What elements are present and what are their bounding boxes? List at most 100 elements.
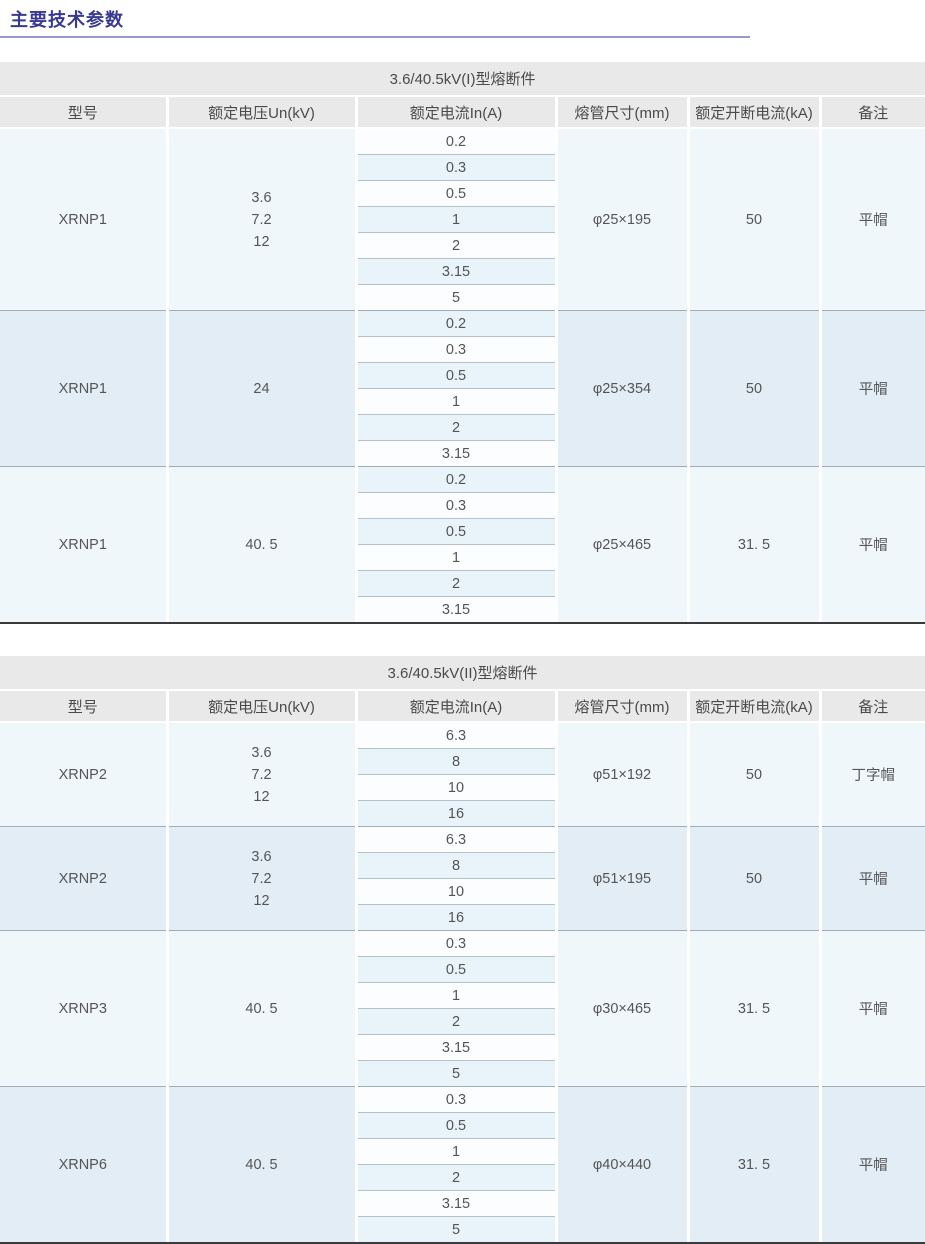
col-header-current: 额定电流In(A)	[354, 690, 556, 723]
table-row: 0.5	[0, 362, 925, 389]
voltage-cell: 40. 5	[165, 930, 356, 1087]
current-cell: 0.5	[354, 1112, 556, 1139]
table-row: 2	[0, 232, 925, 259]
table-row: 8	[0, 748, 925, 775]
current-cell: 5	[354, 1060, 556, 1087]
table-row: XRNP2 3.6 7.2 12 6.3 φ51×192 50 丁字帽	[0, 722, 925, 827]
voltage-cell: 3.6 7.2 12	[165, 826, 356, 931]
note-cell: 平帽	[818, 310, 925, 467]
breaking-cell: 31. 5	[686, 466, 820, 622]
breaking-cell: 50	[686, 310, 820, 467]
note-cell: 平帽	[818, 826, 925, 931]
note-cell: 平帽	[818, 1086, 925, 1242]
spec-table-1: 3.6/40.5kV(I)型熔断件 型号 额定电压Un(kV) 额定电流In(A…	[0, 62, 925, 622]
current-cell: 2	[354, 570, 556, 597]
voltage-cell: 3.6 7.2 12	[165, 722, 356, 827]
table-row: 3.15	[0, 1034, 925, 1061]
table-header-row: 型号 额定电压Un(kV) 额定电流In(A) 熔管尺寸(mm) 额定开断电流(…	[0, 690, 925, 723]
note-cell: 平帽	[818, 930, 925, 1087]
note-cell: 平帽	[818, 128, 925, 311]
table-row: XRNP1 24 0.2 φ25×354 50 平帽	[0, 310, 925, 467]
table-2-title: 3.6/40.5kV(II)型熔断件	[0, 656, 925, 691]
table-row: XRNP2 3.6 7.2 12 6.3 φ51×195 50 平帽	[0, 826, 925, 931]
table-row: XRNP1 40. 5 0.2 φ25×465 31. 5 平帽	[0, 466, 925, 622]
current-cell: 1	[354, 982, 556, 1009]
table-row: XRNP6 40. 5 0.3 φ40×440 31. 5 平帽	[0, 1086, 925, 1242]
voltage-cell: 3.6 7.2 12	[165, 128, 356, 311]
page-heading: 主要技术参数	[0, 0, 925, 38]
table-row: 1	[0, 1138, 925, 1165]
current-cell: 2	[354, 232, 556, 259]
table-row: 2	[0, 1008, 925, 1035]
table-header-row: 型号 额定电压Un(kV) 额定电流In(A) 熔管尺寸(mm) 额定开断电流(…	[0, 96, 925, 129]
current-cell: 0.3	[354, 492, 556, 519]
table-row: XRNP1 3.6 7.2 12 0.2 φ25×195 50 平帽	[0, 128, 925, 311]
table-row: 0.3	[0, 336, 925, 363]
breaking-cell: 31. 5	[686, 1086, 820, 1242]
current-cell: 3.15	[354, 440, 556, 467]
current-cell: 2	[354, 1008, 556, 1035]
table-row: 5	[0, 1060, 925, 1087]
table-row: 3.15	[0, 440, 925, 467]
table-title-row: 3.6/40.5kV(I)型熔断件	[0, 62, 925, 97]
fuse-table-type1: 3.6/40.5kV(I)型熔断件 型号 额定电压Un(kV) 额定电流In(A…	[0, 62, 925, 624]
table-row: 8	[0, 852, 925, 879]
current-cell: 8	[354, 852, 556, 879]
current-cell: 0.3	[354, 1086, 556, 1113]
table-row: 10	[0, 774, 925, 801]
model-cell: XRNP1	[0, 128, 167, 311]
current-cell: 3.15	[354, 596, 556, 622]
current-cell: 1	[354, 206, 556, 233]
size-cell: φ30×465	[554, 930, 688, 1087]
size-cell: φ25×354	[554, 310, 688, 467]
table-row: 16	[0, 800, 925, 827]
table-title-row: 3.6/40.5kV(II)型熔断件	[0, 656, 925, 691]
size-cell: φ51×192	[554, 722, 688, 827]
current-cell: 1	[354, 388, 556, 415]
current-cell: 8	[354, 748, 556, 775]
current-cell: 0.3	[354, 930, 556, 957]
table-row: XRNP3 40. 5 0.3 φ30×465 31. 5 平帽	[0, 930, 925, 1087]
current-cell: 16	[354, 800, 556, 827]
table-1-title: 3.6/40.5kV(I)型熔断件	[0, 62, 925, 97]
current-cell: 5	[354, 284, 556, 311]
note-cell: 丁字帽	[818, 722, 925, 827]
current-cell: 2	[354, 1164, 556, 1191]
current-cell: 1	[354, 1138, 556, 1165]
current-cell: 2	[354, 414, 556, 441]
current-cell: 0.3	[354, 336, 556, 363]
current-cell: 0.5	[354, 518, 556, 545]
col-header-current: 额定电流In(A)	[354, 96, 556, 129]
breaking-cell: 50	[686, 128, 820, 311]
table-row: 3.15	[0, 258, 925, 285]
size-cell: φ25×465	[554, 466, 688, 622]
col-header-breaking: 额定开断电流(kA)	[686, 690, 820, 723]
size-cell: φ25×195	[554, 128, 688, 311]
model-cell: XRNP2	[0, 722, 167, 827]
current-cell: 1	[354, 544, 556, 571]
table-row: 1	[0, 544, 925, 571]
current-cell: 3.15	[354, 1190, 556, 1217]
model-cell: XRNP2	[0, 826, 167, 931]
table-row: 1	[0, 388, 925, 415]
breaking-cell: 50	[686, 722, 820, 827]
col-header-model: 型号	[0, 96, 167, 129]
table-row: 1	[0, 206, 925, 233]
table-row: 0.3	[0, 154, 925, 181]
table-row: 0.5	[0, 1112, 925, 1139]
table-row: 0.5	[0, 518, 925, 545]
model-cell: XRNP3	[0, 930, 167, 1087]
table-row: 1	[0, 982, 925, 1009]
table-row: 5	[0, 284, 925, 311]
col-header-voltage: 额定电压Un(kV)	[165, 96, 356, 129]
current-cell: 0.2	[354, 310, 556, 337]
voltage-cell: 24	[165, 310, 356, 467]
model-cell: XRNP6	[0, 1086, 167, 1242]
model-cell: XRNP1	[0, 310, 167, 467]
size-cell: φ51×195	[554, 826, 688, 931]
current-cell: 16	[354, 904, 556, 931]
current-cell: 6.3	[354, 722, 556, 749]
current-cell: 0.3	[354, 154, 556, 181]
col-header-note: 备注	[818, 96, 925, 129]
table-row: 0.5	[0, 180, 925, 207]
